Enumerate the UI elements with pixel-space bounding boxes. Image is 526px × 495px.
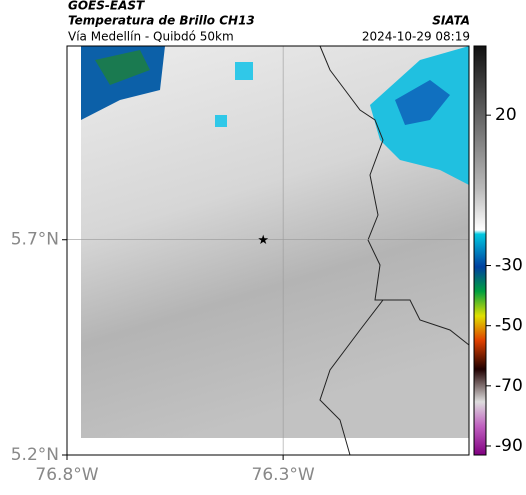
station-marker: ★ bbox=[257, 233, 269, 248]
colorbar-tick-label: 20 bbox=[495, 105, 517, 125]
colorbar-tick-label: -50 bbox=[495, 316, 523, 336]
product: Temperatura de Brillo CH13 bbox=[68, 14, 255, 28]
agency: SIATA bbox=[432, 14, 470, 28]
colorbar-tick-label: -30 bbox=[495, 256, 523, 276]
timestamp: 2024-10-29 08:19 bbox=[362, 30, 470, 44]
x-tick-label: 76.8°W bbox=[35, 465, 98, 485]
colorbar-tick-label: -90 bbox=[495, 436, 523, 456]
y-tick-label: 5.2°N bbox=[11, 445, 59, 465]
map-frame bbox=[66, 45, 470, 456]
colorbar-tick-label: -70 bbox=[495, 376, 523, 396]
source: GOES-EAST bbox=[68, 0, 145, 13]
x-tick-label: 76.3°W bbox=[252, 465, 315, 485]
region: Vía Medellín - Quibdó 50km bbox=[68, 30, 234, 44]
imagery bbox=[81, 46, 469, 438]
colorbar bbox=[473, 45, 487, 456]
borders bbox=[319, 45, 470, 456]
y-tick-label: 5.7°N bbox=[11, 230, 59, 250]
